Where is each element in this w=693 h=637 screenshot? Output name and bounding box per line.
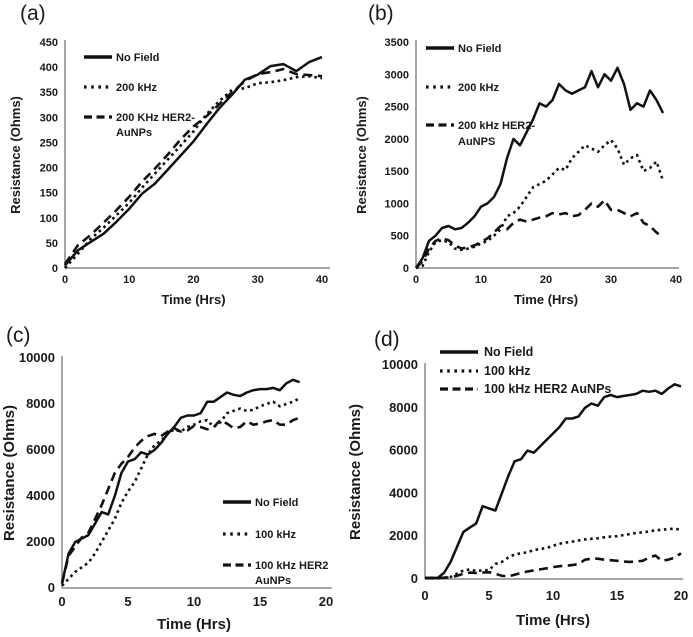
- x-tick-label: 40: [316, 274, 328, 286]
- x-tick-label: 0: [413, 274, 419, 286]
- panel-label-c: (c): [6, 324, 31, 347]
- y-tick-label: 2000: [389, 528, 418, 543]
- panel-label-d: (d): [374, 328, 400, 351]
- series-line-200-khz: [64, 74, 323, 269]
- x-tick-label: 10: [123, 274, 135, 286]
- legend-label: 100 kHz HER2: [255, 560, 328, 572]
- y-tick-label: 400: [40, 62, 58, 74]
- legend-label: 200 KHz HER2-: [116, 112, 195, 124]
- y-tick-label: 250: [40, 137, 58, 149]
- y-tick-label: 50: [46, 238, 58, 250]
- legend-label: 200 kHz HER2-: [458, 120, 535, 132]
- x-tick-label: 0: [421, 588, 428, 603]
- y-tick-label: 0: [411, 571, 418, 586]
- x-tick-label: 15: [253, 594, 267, 609]
- x-axis-title: Time (Hrs): [516, 612, 590, 629]
- y-tick-label: 0: [48, 580, 55, 595]
- y-tick-label: 200: [40, 163, 58, 175]
- series-line-no-field: [60, 378, 301, 584]
- legend-label: AuNPS: [458, 136, 495, 148]
- x-tick-label: 10: [475, 274, 487, 286]
- x-tick-label: 20: [540, 274, 552, 286]
- chart-b: 0 500 1000 1500 2000 2500 3000 3500 0 10 20 30 40 Tim…: [354, 37, 682, 307]
- y-tick-label: 150: [40, 188, 58, 200]
- y-axis-title: Resistance (Ohms): [347, 404, 364, 540]
- legend-label: No Field: [458, 43, 501, 55]
- legend-label: AuNPs: [255, 575, 291, 587]
- y-tick-label: 2500: [385, 102, 409, 114]
- y-tick-label: 300: [40, 112, 58, 124]
- y-tick-label: 500: [391, 231, 409, 243]
- y-axis-title: Resistance (Ohms): [8, 96, 23, 214]
- panel-b: (b) 0 500 1000 1500 2000 2500 3000 3500 0 10 20 30 4…: [346, 0, 693, 318]
- y-axis-title: Resistance (Ohms): [1, 405, 18, 541]
- chart-c: 0 2000 4000 6000 8000 10000 0 5 10 15 20 Time (Hrs)…: [1, 350, 333, 633]
- legend-label: No Field: [484, 345, 533, 359]
- y-tick-label: 10000: [19, 350, 55, 365]
- y-tick-label: 2000: [26, 534, 55, 549]
- y-tick-label: 4000: [389, 485, 418, 500]
- legend-label: 100 kHz: [484, 364, 531, 378]
- x-tick-label: 20: [674, 588, 688, 603]
- series-line-no-field: [425, 383, 682, 580]
- x-tick-label: 10: [187, 594, 201, 609]
- legend-label: 100 kHz HER2 AuNPs: [484, 382, 611, 396]
- y-tick-label: 0: [52, 263, 58, 275]
- x-tick-label: 30: [252, 274, 264, 286]
- y-tick-label: 2000: [385, 134, 409, 146]
- y-tick-label: 6000: [389, 443, 418, 458]
- legend-label: No Field: [255, 497, 298, 509]
- series-line-no-field: [64, 55, 323, 267]
- y-axis-title: Resistance (Ohms): [354, 96, 369, 214]
- x-tick-label: 5: [124, 594, 131, 609]
- y-tick-label: 1000: [385, 198, 409, 210]
- x-tick-label: 15: [610, 588, 624, 603]
- series-line-200-khz: [415, 138, 665, 270]
- panel-c: (c) 0 2000 4000 6000 8000 10000 0 5 10 15 20 Time (…: [0, 318, 346, 637]
- y-tick-label: 100: [40, 213, 58, 225]
- y-tick-label: 4000: [26, 488, 55, 503]
- legend-label: No Field: [116, 52, 159, 64]
- series-line-100-khz-her2-aunps: [60, 416, 301, 584]
- x-axis-title: Time (Hrs): [161, 292, 225, 307]
- x-tick-label: 30: [605, 274, 617, 286]
- panel-a: (a) 0 50 100 150 200 250 300 350 400 450 0 10 20 30 40…: [0, 0, 346, 318]
- legend-label: AuNPs: [116, 127, 152, 139]
- series-line-no-field: [414, 66, 665, 269]
- series-line-100-khz-her2-aunps: [425, 552, 682, 580]
- y-tick-label: 0: [403, 263, 409, 275]
- y-tick-label: 3000: [385, 69, 409, 81]
- x-tick-label: 20: [319, 594, 333, 609]
- y-tick-label: 1500: [385, 166, 409, 178]
- chart-d: 0 2000 4000 6000 8000 10000 0 5 10 15 20 Time (Hrs)…: [347, 345, 688, 629]
- panel-label-b: (b): [368, 2, 394, 25]
- x-tick-label: 0: [62, 274, 68, 286]
- x-tick-label: 0: [58, 594, 65, 609]
- legend-label: 200 kHz: [458, 82, 499, 94]
- y-tick-label: 3500: [385, 37, 409, 49]
- x-axis-title: Time (Hrs): [157, 616, 231, 633]
- x-tick-label: 10: [546, 588, 560, 603]
- y-tick-label: 8000: [26, 396, 55, 411]
- y-tick-label: 450: [40, 37, 58, 49]
- x-tick-label: 5: [485, 588, 492, 603]
- panel-label-a: (a): [20, 2, 46, 25]
- x-tick-label: 40: [670, 274, 682, 286]
- y-tick-label: 350: [40, 87, 58, 99]
- x-axis-title: Time (Hrs): [514, 292, 578, 307]
- series-line-200-khz-her2-aunps: [63, 67, 323, 265]
- x-tick-label: 20: [187, 274, 199, 286]
- series-line-100-khz: [61, 397, 301, 587]
- legend-label: 100 kHz: [255, 529, 296, 541]
- y-tick-label: 10000: [382, 357, 418, 372]
- series-line-200-khz-her2-aunps: [415, 198, 664, 269]
- panel-d: (d) 0 2000 4000 6000 8000 10000 0 5 10 15 20 Time (…: [346, 318, 693, 637]
- series-line-100-khz: [425, 527, 682, 580]
- y-tick-label: 6000: [26, 442, 55, 457]
- y-tick-label: 8000: [389, 400, 418, 415]
- legend-label: 200 kHz: [116, 82, 157, 94]
- chart-a: 0 50 100 150 200 250 300 350 400 450 0 10 20 30 40 Time…: [8, 37, 330, 307]
